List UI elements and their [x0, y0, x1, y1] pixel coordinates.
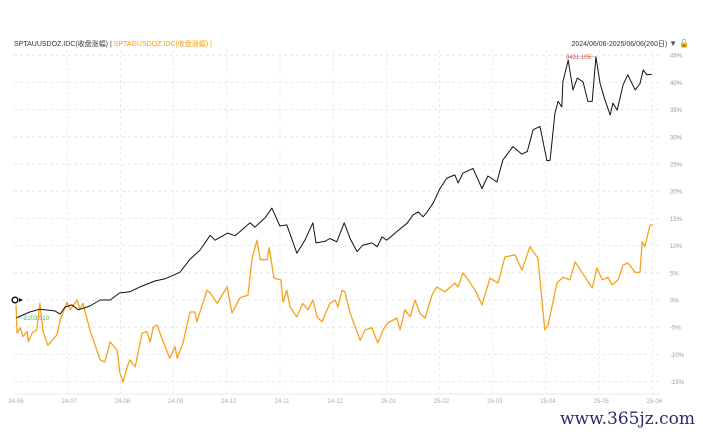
x-tick-label: 24-07 — [62, 399, 78, 405]
x-tick-label: 24-06 — [8, 399, 24, 405]
max-value-label: 3431.105 — [566, 55, 592, 61]
start-handle-icon[interactable] — [11, 296, 19, 304]
legend-separator-2: | — [210, 41, 212, 48]
x-tick-label: 25-05 — [594, 399, 610, 405]
lock-icon[interactable]: 🔓 — [679, 39, 689, 48]
y-tick-label: 20% — [670, 190, 683, 196]
y-tick-label: 10% — [670, 244, 683, 250]
legend-separator: | — [109, 41, 112, 48]
x-tick-label: 24-11 — [275, 399, 291, 405]
y-tick-label: 15% — [670, 217, 683, 223]
chart-legend-header: SPTAUUSDOZ.IDC(收盘涨幅) | SPTAGUSDOZ.IDC(收盘… — [14, 39, 212, 49]
watermark: www.365jz.com — [560, 409, 695, 429]
y-tick-label: 5% — [670, 271, 679, 277]
series-line-gold — [15, 56, 652, 319]
x-tick-label: 25-03 — [487, 399, 503, 405]
y-tick-label: -10% — [670, 353, 685, 359]
x-tick-label: 24-12 — [328, 399, 344, 405]
dropdown-triangle-icon[interactable]: ▼ — [669, 39, 678, 48]
series-line-silver — [15, 224, 653, 383]
legend-series-gold[interactable]: SPTAUUSDOZ.IDC(收盘涨幅) — [14, 41, 108, 48]
x-tick-label: 24-09 — [168, 399, 184, 405]
y-tick-label: -15% — [670, 380, 685, 386]
x-tick-label: 25-06 — [647, 399, 663, 405]
date-range-text: 2024/06/06-2025/06/06(260日) — [571, 41, 668, 48]
min-value-label: 2203.510 — [24, 316, 50, 322]
y-tick-label: 0% — [670, 299, 679, 305]
x-tick-label: 24-10 — [221, 399, 237, 405]
y-tick-label: 45% — [670, 54, 683, 60]
x-tick-label: 25-01 — [381, 399, 397, 405]
y-tick-label: 30% — [670, 135, 683, 141]
start-arrow-icon — [19, 298, 23, 302]
x-tick-label: 25-02 — [434, 399, 450, 405]
x-tick-label: 25-04 — [540, 399, 556, 405]
y-tick-label: 35% — [670, 108, 683, 114]
y-tick-label: -5% — [670, 326, 681, 332]
date-range-selector[interactable]: 2024/06/06-2025/06/06(260日) ▼ 🔓 — [571, 39, 689, 49]
y-tick-label: 40% — [670, 81, 683, 87]
x-tick-label: 24-08 — [115, 399, 131, 405]
y-tick-label: 25% — [670, 163, 683, 169]
legend-series-silver[interactable]: SPTAGUSDOZ.IDC(收盘涨幅) — [113, 41, 209, 48]
